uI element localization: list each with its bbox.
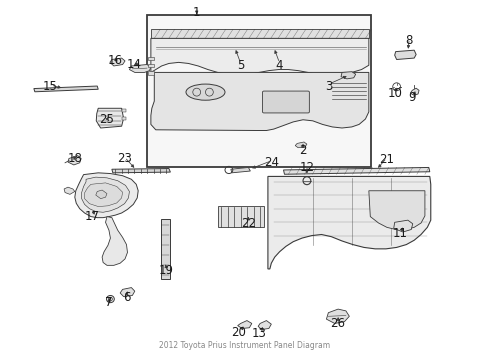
- Bar: [148, 64, 154, 67]
- Polygon shape: [230, 167, 250, 173]
- Text: 13: 13: [251, 327, 266, 340]
- Polygon shape: [75, 173, 138, 218]
- Text: 8: 8: [405, 33, 412, 47]
- Text: 2012 Toyota Prius Instrument Panel Diagram: 2012 Toyota Prius Instrument Panel Diagr…: [159, 341, 329, 350]
- Polygon shape: [283, 167, 429, 174]
- Text: 12: 12: [299, 161, 314, 174]
- Bar: [160, 220, 170, 279]
- Text: 11: 11: [392, 227, 407, 240]
- Text: 24: 24: [264, 156, 279, 169]
- Ellipse shape: [106, 296, 114, 303]
- Polygon shape: [120, 288, 135, 297]
- Polygon shape: [102, 217, 127, 265]
- FancyBboxPatch shape: [262, 91, 309, 113]
- Text: 10: 10: [386, 87, 401, 100]
- Text: 20: 20: [231, 326, 245, 339]
- Bar: [147, 15, 370, 167]
- Text: 18: 18: [67, 152, 82, 165]
- Polygon shape: [409, 88, 418, 95]
- Polygon shape: [151, 72, 368, 131]
- Text: 23: 23: [117, 152, 132, 165]
- Text: 6: 6: [122, 291, 130, 304]
- Text: 26: 26: [330, 317, 345, 330]
- Text: 4: 4: [275, 59, 283, 72]
- Text: 17: 17: [85, 210, 100, 223]
- Polygon shape: [96, 190, 107, 199]
- Polygon shape: [96, 108, 123, 128]
- Text: 25: 25: [100, 113, 114, 126]
- Text: 2: 2: [299, 144, 306, 157]
- Polygon shape: [151, 39, 368, 75]
- Polygon shape: [110, 58, 125, 66]
- Bar: [122, 117, 126, 120]
- Polygon shape: [295, 142, 306, 148]
- Polygon shape: [112, 168, 170, 173]
- Polygon shape: [129, 64, 151, 72]
- Polygon shape: [340, 72, 355, 79]
- Text: 21: 21: [379, 153, 394, 166]
- Text: 9: 9: [407, 91, 415, 104]
- Text: 16: 16: [107, 54, 122, 67]
- Polygon shape: [326, 309, 348, 323]
- Polygon shape: [64, 187, 75, 194]
- Polygon shape: [393, 220, 412, 232]
- Bar: [148, 57, 154, 60]
- Polygon shape: [34, 86, 98, 92]
- Polygon shape: [394, 50, 415, 59]
- Text: 15: 15: [43, 80, 58, 93]
- Bar: [122, 109, 126, 112]
- Text: 5: 5: [236, 59, 244, 72]
- Ellipse shape: [185, 84, 224, 100]
- Text: 22: 22: [241, 216, 255, 230]
- Polygon shape: [84, 183, 122, 207]
- Polygon shape: [151, 30, 368, 39]
- Text: 1: 1: [193, 6, 200, 19]
- Polygon shape: [267, 176, 430, 269]
- Text: 7: 7: [105, 296, 112, 309]
- Polygon shape: [237, 320, 251, 328]
- Bar: [148, 71, 154, 75]
- Polygon shape: [81, 177, 129, 212]
- Polygon shape: [68, 156, 81, 165]
- Text: 14: 14: [126, 58, 142, 71]
- Text: 19: 19: [159, 264, 174, 277]
- Text: 3: 3: [325, 80, 332, 93]
- Bar: [217, 206, 264, 227]
- Polygon shape: [368, 191, 424, 229]
- Polygon shape: [258, 320, 271, 329]
